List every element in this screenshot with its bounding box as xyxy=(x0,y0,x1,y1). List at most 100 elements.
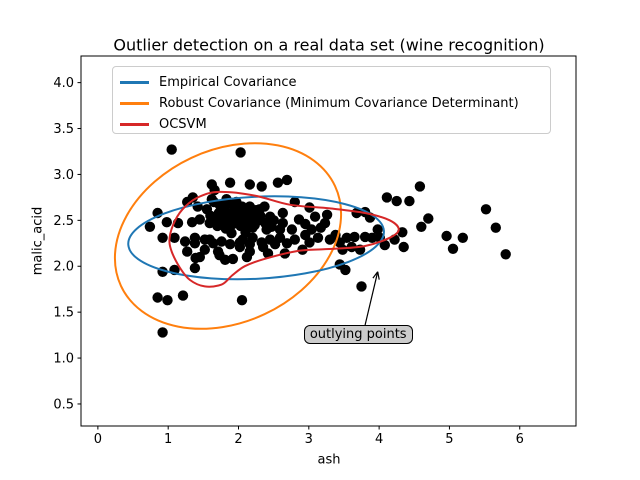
annotation-arrowhead xyxy=(372,271,379,279)
data-point xyxy=(194,214,205,225)
x-tick-label: 6 xyxy=(516,432,524,447)
data-point xyxy=(309,211,321,222)
data-point xyxy=(281,174,293,186)
data-point xyxy=(199,244,210,255)
data-point xyxy=(268,215,279,226)
data-point xyxy=(416,221,427,232)
data-point xyxy=(349,231,360,243)
data-point xyxy=(398,241,409,253)
data-point xyxy=(304,237,315,248)
data-point xyxy=(182,246,193,257)
data-point xyxy=(321,209,333,220)
y-axis-label: malic_acid xyxy=(30,206,46,276)
annotation-outlying-points: outlying points xyxy=(303,325,413,345)
data-point xyxy=(447,243,459,254)
y-tick-label: 2.0 xyxy=(53,260,74,275)
data-point xyxy=(157,232,168,243)
x-tick-label: 1 xyxy=(164,432,172,447)
data-point xyxy=(340,264,351,276)
data-point xyxy=(423,213,434,224)
data-point xyxy=(274,232,286,243)
data-point xyxy=(441,230,452,242)
data-point xyxy=(227,253,239,265)
annotation-arrowhead xyxy=(377,271,380,280)
data-point xyxy=(277,217,288,229)
data-point xyxy=(337,244,348,255)
y-tick-label: 0.5 xyxy=(53,397,74,412)
data-point xyxy=(381,192,393,203)
data-point xyxy=(414,181,426,192)
data-point xyxy=(212,220,223,232)
legend-entry: Empirical Covariance xyxy=(120,72,550,93)
data-point xyxy=(226,228,237,239)
data-point xyxy=(144,221,156,232)
data-point xyxy=(262,248,274,259)
data-point xyxy=(169,232,180,243)
data-point xyxy=(457,232,468,243)
chart-title: Outlier detection on a real data set (wi… xyxy=(113,35,545,55)
data-point xyxy=(224,239,236,250)
data-point xyxy=(179,236,191,247)
x-tick-label: 5 xyxy=(445,432,453,447)
y-tick-label: 1.5 xyxy=(53,306,74,321)
data-point xyxy=(162,295,173,306)
axes-frame xyxy=(80,55,577,427)
data-point xyxy=(366,232,378,243)
data-point xyxy=(356,281,367,292)
data-point xyxy=(208,238,219,249)
data-point xyxy=(281,238,293,249)
data-point xyxy=(341,232,352,243)
legend-entry: Robust Covariance (Minimum Covariance De… xyxy=(120,93,550,114)
data-point xyxy=(177,290,189,301)
data-point xyxy=(256,181,267,192)
data-point xyxy=(244,246,255,257)
legend-entry: OCSVM xyxy=(120,114,550,135)
data-point xyxy=(372,224,383,235)
data-point xyxy=(404,195,415,207)
data-point xyxy=(216,236,227,247)
data-point xyxy=(219,254,231,265)
data-point xyxy=(166,144,177,155)
data-point xyxy=(379,239,390,251)
data-point xyxy=(247,232,258,243)
data-point xyxy=(480,204,492,215)
data-point xyxy=(161,217,172,228)
data-point xyxy=(235,147,246,158)
data-point xyxy=(236,295,248,306)
legend-entry-label: Robust Covariance (Minimum Covariance De… xyxy=(159,96,519,111)
y-tick-label: 4.0 xyxy=(53,76,74,91)
data-point xyxy=(244,179,255,190)
data-point xyxy=(194,251,205,263)
data-point xyxy=(224,177,236,188)
data-point xyxy=(391,195,402,207)
legend-line-sample xyxy=(120,81,149,84)
robust-covariance-ellipse xyxy=(113,142,343,330)
data-point xyxy=(277,207,288,219)
data-point xyxy=(286,224,298,235)
data-point xyxy=(187,192,198,203)
x-tick-label: 2 xyxy=(234,432,242,447)
empirical-covariance-ellipse xyxy=(127,195,385,281)
data-point xyxy=(247,222,258,233)
data-point xyxy=(272,177,284,188)
ocsvm-contour xyxy=(168,190,400,288)
data-point xyxy=(259,201,270,212)
data-point xyxy=(312,232,324,243)
legend-entry-label: OCSVM xyxy=(159,117,207,132)
data-point xyxy=(490,222,501,233)
x-tick-label: 3 xyxy=(305,432,313,447)
y-tick-label: 1.0 xyxy=(53,352,74,367)
x-axis-label: ash xyxy=(317,452,341,468)
data-point xyxy=(246,209,257,220)
data-point xyxy=(319,217,331,229)
legend-entry-label: Empirical Covariance xyxy=(159,75,297,90)
data-point xyxy=(189,232,201,243)
legend-line-sample xyxy=(120,123,149,126)
y-tick-label: 2.5 xyxy=(53,214,74,229)
x-tick-label: 0 xyxy=(94,432,102,447)
data-point xyxy=(255,210,266,221)
data-point xyxy=(152,292,163,303)
data-point xyxy=(289,234,300,245)
